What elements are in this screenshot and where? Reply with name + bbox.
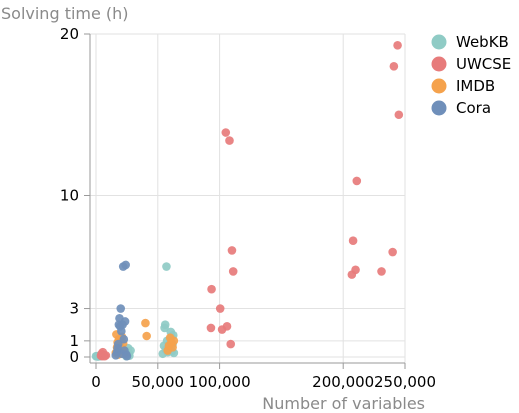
data-point bbox=[119, 334, 129, 344]
y-tick-label: 3 bbox=[69, 300, 79, 318]
data-point bbox=[122, 351, 132, 361]
x-axis-title: Number of variables bbox=[262, 394, 425, 413]
x-tick-label: 100,000 bbox=[189, 373, 251, 391]
legend-item: IMDB bbox=[431, 77, 495, 95]
data-point bbox=[227, 246, 237, 255]
legend-label: UWCSE bbox=[456, 55, 511, 73]
data-point bbox=[222, 322, 232, 331]
data-point bbox=[117, 326, 126, 336]
data-point bbox=[393, 41, 402, 50]
data-point bbox=[221, 128, 231, 137]
series-cora bbox=[111, 260, 132, 361]
y-tick-label: 1 bbox=[69, 332, 79, 350]
data-point bbox=[226, 339, 236, 349]
grid bbox=[90, 33, 406, 363]
data-point bbox=[389, 62, 399, 71]
data-point bbox=[388, 247, 397, 257]
legend-swatch bbox=[431, 34, 447, 50]
data-point bbox=[394, 110, 404, 120]
data-point bbox=[116, 304, 126, 313]
data-point bbox=[121, 260, 130, 270]
legend-swatch bbox=[431, 78, 447, 94]
data-point bbox=[225, 136, 234, 145]
series-uwcse bbox=[96, 41, 404, 361]
data-point bbox=[377, 267, 386, 276]
y-axis-title: Solving time (h) bbox=[1, 4, 129, 23]
legend-label: WebKB bbox=[456, 33, 509, 51]
y-axis-ticks: 01 3 10 20 bbox=[60, 25, 90, 366]
data-point bbox=[228, 267, 238, 276]
legend: WebKB UWCSE IMDB Cora bbox=[431, 33, 511, 117]
data-point bbox=[162, 262, 171, 271]
data-point bbox=[101, 351, 111, 360]
data-point bbox=[351, 265, 360, 275]
data-point bbox=[120, 317, 130, 326]
legend-item: Cora bbox=[431, 99, 491, 117]
legend-item: WebKB bbox=[431, 33, 509, 51]
data-point bbox=[206, 323, 216, 333]
axes bbox=[89, 34, 405, 364]
data-point bbox=[169, 336, 179, 346]
data-point bbox=[141, 318, 150, 328]
y-tick-label: 20 bbox=[60, 25, 79, 43]
x-axis-ticks: 0 50,000 100,000 200,000 250,000 bbox=[91, 363, 436, 391]
y-tick-label: 10 bbox=[60, 187, 79, 205]
data-point bbox=[142, 331, 151, 341]
x-tick-label: 0 bbox=[91, 373, 101, 391]
x-tick-label: 250,000 bbox=[374, 373, 436, 391]
data-point bbox=[207, 284, 216, 294]
data-points bbox=[91, 41, 404, 361]
x-tick-label: 50,000 bbox=[132, 373, 185, 391]
x-tick-label: 200,000 bbox=[312, 373, 374, 391]
data-point bbox=[168, 343, 177, 352]
legend-swatch bbox=[431, 56, 447, 72]
data-point bbox=[113, 339, 123, 349]
data-point bbox=[348, 236, 358, 246]
legend-label: Cora bbox=[456, 99, 491, 117]
data-point bbox=[352, 176, 362, 186]
legend-label: IMDB bbox=[456, 77, 495, 95]
legend-swatch bbox=[431, 100, 447, 116]
y-tick-label: 0 bbox=[69, 348, 79, 366]
data-point bbox=[215, 304, 225, 313]
legend-item: UWCSE bbox=[431, 55, 511, 73]
data-point bbox=[160, 320, 170, 330]
